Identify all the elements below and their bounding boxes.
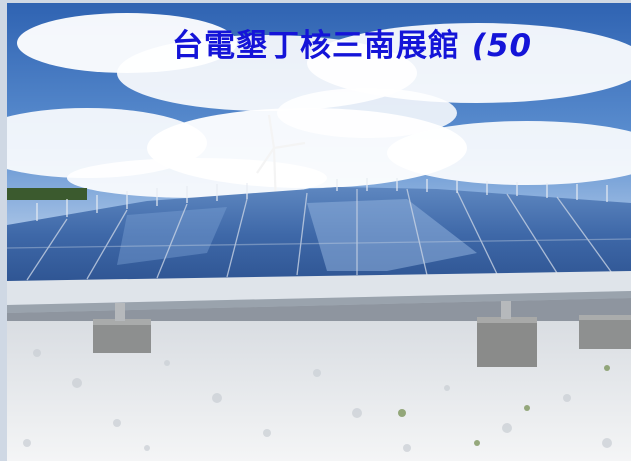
panel-grid-lines <box>7 188 631 281</box>
photo-caption: 台電墾丁核三南展館 (50 <box>172 20 532 65</box>
clouds <box>7 13 631 198</box>
grass-patches <box>398 365 610 446</box>
wind-turbine <box>256 114 306 209</box>
caption-number: (50 <box>471 28 533 64</box>
panel-reflection <box>307 199 477 271</box>
array-front-frame <box>7 271 631 305</box>
solar-farm-photo <box>7 3 631 461</box>
caption-title: 台電墾丁核三南展館 <box>172 28 460 64</box>
distant-trees <box>7 188 87 200</box>
railing-posts <box>36 178 608 221</box>
support-blocks <box>93 301 631 367</box>
pebbles <box>23 349 612 452</box>
